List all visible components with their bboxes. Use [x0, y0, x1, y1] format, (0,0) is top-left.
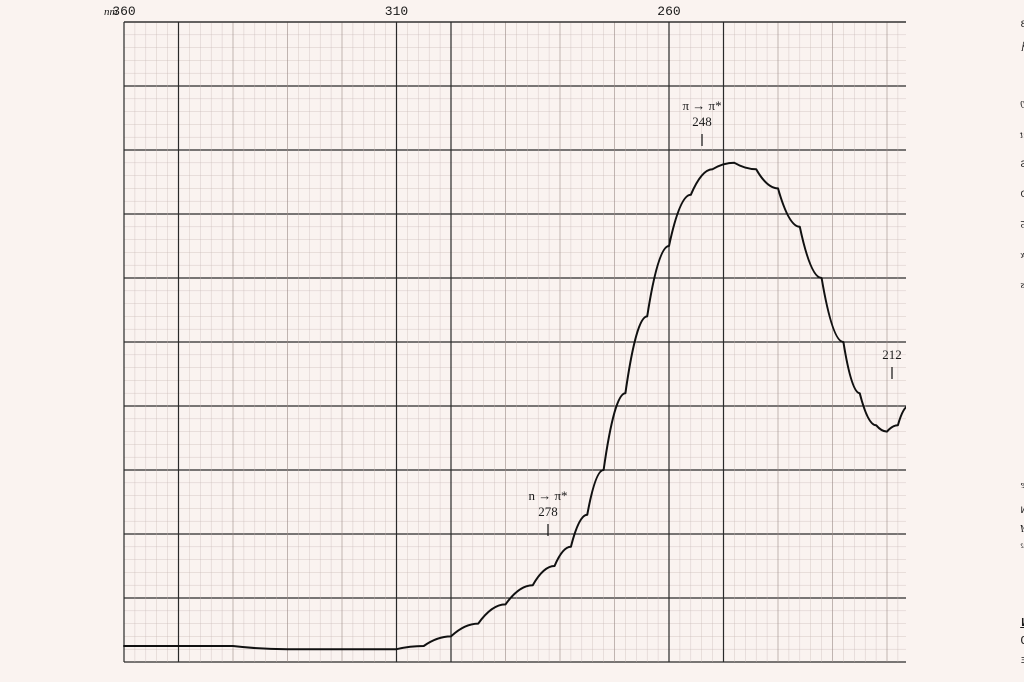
svg-text:310: 310	[385, 4, 408, 19]
legend-row: T s PM PbS	[1020, 160, 1024, 171]
legend-value: heptane	[1020, 480, 1024, 491]
legend-row: DATE 14. 3. 80	[1020, 100, 1024, 112]
svg-text:nm: nm	[104, 6, 118, 18]
legend-row: SCHICHT CM	[1020, 524, 1024, 536]
svg-text:212: 212	[882, 347, 902, 362]
legend-row: PERIOD	[1020, 190, 1024, 201]
legend-value: Int	[1020, 130, 1024, 141]
svg-text:n → π*: n → π*	[528, 488, 567, 503]
spectrum-page: 010203040506070809000210260310360212248π…	[0, 0, 1024, 682]
legend-row: CONC 2·10⁻²	[1020, 542, 1024, 554]
legend-value: 14. 3. 80	[1020, 100, 1024, 111]
legend-value: x	[1020, 250, 1024, 261]
spectrum-plot: 010203040506070809000210260310360212248π…	[0, 0, 1024, 682]
legend-label: ORIGIN	[1020, 506, 1024, 517]
legend-row: ORIGIN	[1020, 506, 1024, 517]
legend-row: SPEED 4 0.25 nm/s	[1020, 280, 1024, 292]
legend-row: LÖSUNGSMITTEL heptane	[1020, 480, 1024, 492]
legend-panel: Nr. 1008 → λ DATE 14. 3. 80 OPÉRATEUR Int…	[906, 0, 1024, 682]
svg-text:248: 248	[692, 114, 712, 129]
svg-text:π → π*: π → π*	[682, 98, 721, 113]
legend-row: T SCALE x	[1020, 250, 1024, 262]
legend-value: 4 0.25 nm/s	[1020, 280, 1024, 291]
sample-label: SAMPLE	[1020, 656, 1024, 666]
legend-label: PERIOD	[1020, 190, 1024, 201]
sample-title: BENZOPHENON	[1020, 616, 1024, 630]
sample-formula: C₁₃H₁₀O	[1020, 634, 1024, 648]
svg-text:260: 260	[657, 4, 680, 19]
legend-value: CM	[1020, 524, 1024, 535]
legend-value: 2·10⁻²	[1020, 542, 1024, 553]
legend-label: T s PM PbS	[1020, 160, 1024, 171]
legend-row: SENS 0.45	[1020, 220, 1024, 232]
axis-arrow-label: → λ	[1020, 40, 1024, 56]
svg-text:278: 278	[538, 504, 558, 519]
legend-header-text: Nr. 1008	[1020, 20, 1024, 31]
legend-row: OPÉRATEUR Int	[1020, 130, 1024, 142]
molecule-structure	[1018, 560, 1024, 611]
legend-value: 0.45	[1020, 220, 1024, 231]
legend-header: Nr. 1008	[1020, 20, 1024, 31]
